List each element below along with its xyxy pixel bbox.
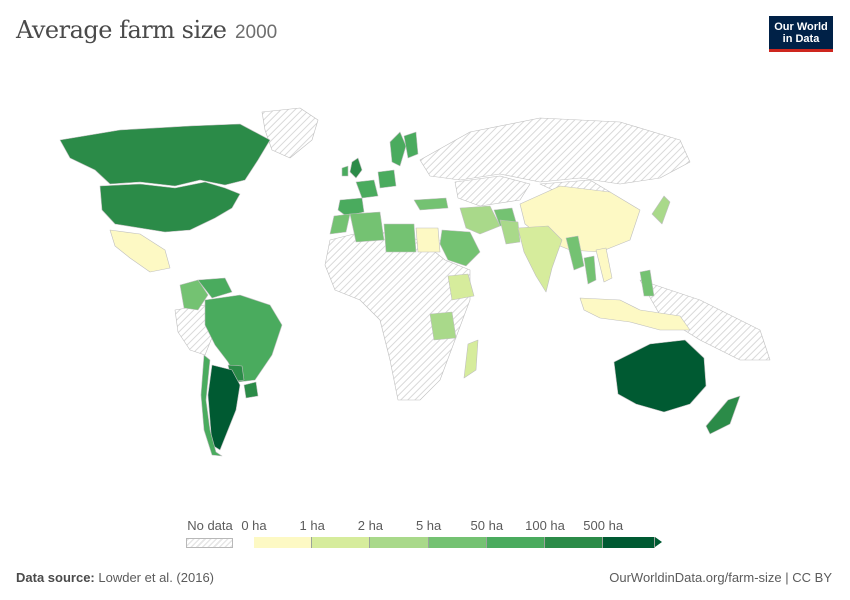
country-myanmar[interactable] [565, 235, 585, 271]
country-philippines[interactable] [639, 269, 655, 297]
country-ethiopia[interactable] [447, 273, 475, 301]
country-greenland[interactable] [261, 107, 319, 159]
country-libya[interactable] [383, 223, 417, 253]
country-regions [59, 123, 741, 457]
country-indonesia[interactable] [579, 297, 691, 331]
title-text: Average farm size [16, 16, 227, 44]
legend-bin-4[interactable] [486, 537, 545, 548]
country-finland[interactable] [403, 131, 419, 159]
logo-line-1: Our World [774, 21, 828, 33]
country-venezuela[interactable] [197, 277, 233, 299]
country-kazakhstan[interactable] [454, 175, 531, 207]
legend-arrow-tip [655, 537, 663, 547]
legend-bin-1[interactable] [312, 537, 371, 548]
country-thailand[interactable] [583, 255, 597, 285]
country-iran[interactable] [459, 205, 501, 235]
country-russia[interactable] [419, 117, 691, 185]
country-vietnam[interactable] [595, 247, 613, 283]
country-saudi-arabia[interactable] [439, 229, 481, 267]
country-tanzania[interactable] [429, 311, 457, 341]
legend-tick-4: 50 ha [470, 518, 504, 533]
legend-tick-1: 1 ha [299, 518, 325, 533]
legend-tick-3: 5 ha [415, 518, 442, 533]
legend-no-data-swatch[interactable] [186, 538, 233, 548]
country-united-states[interactable] [99, 181, 241, 233]
country-new-zealand[interactable] [705, 395, 741, 435]
legend-tick-5: 100 ha [525, 518, 565, 533]
owid-logo[interactable]: Our World in Data [769, 16, 833, 52]
source-url[interactable]: OurWorldinData.org/farm-size | CC BY [609, 570, 832, 585]
country-colombia[interactable] [179, 279, 209, 311]
country-algeria[interactable] [349, 211, 385, 243]
country-united-kingdom[interactable] [349, 157, 363, 179]
legend-tick-6: 500 ha [583, 518, 624, 533]
country-ireland[interactable] [341, 165, 349, 177]
logo-line-2: in Data [782, 33, 820, 45]
country-brazil[interactable] [204, 294, 283, 383]
country-chile[interactable] [200, 354, 223, 457]
data-source: Data source: Lowder et al. (2016) [16, 570, 214, 585]
legend-tick-0: 0 ha [241, 518, 267, 533]
legend-bin-6[interactable] [603, 537, 656, 548]
country-france[interactable] [355, 179, 379, 199]
legend-no-data-label: No data [187, 518, 233, 533]
country-argentina[interactable] [207, 364, 241, 451]
country-germany[interactable] [377, 169, 397, 189]
legend-bin-0[interactable] [254, 537, 313, 548]
country-egypt[interactable] [415, 227, 441, 253]
country-morocco[interactable] [329, 213, 351, 235]
legend-bin-2[interactable] [370, 537, 429, 548]
country-madagascar[interactable] [463, 339, 479, 379]
legend-bin-5[interactable] [545, 537, 604, 548]
country-turkey[interactable] [413, 197, 449, 211]
world-map[interactable] [0, 100, 850, 500]
country-japan[interactable] [651, 195, 671, 225]
country-mexico[interactable] [109, 229, 171, 273]
country-pakistan[interactable] [499, 219, 521, 245]
country-australia[interactable] [613, 339, 707, 413]
chart-title: Average farm size 2000 [16, 16, 277, 44]
title-year: 2000 [234, 22, 278, 43]
country-sweden[interactable] [389, 131, 407, 167]
source-label: Data source: [16, 570, 95, 585]
country-canada[interactable] [59, 123, 271, 187]
legend-tick-2: 2 ha [357, 518, 384, 533]
source-text[interactable]: Lowder et al. (2016) [98, 570, 214, 585]
country-india[interactable] [517, 225, 563, 293]
legend-bin-3[interactable] [428, 537, 487, 548]
country-uruguay[interactable] [243, 381, 259, 399]
